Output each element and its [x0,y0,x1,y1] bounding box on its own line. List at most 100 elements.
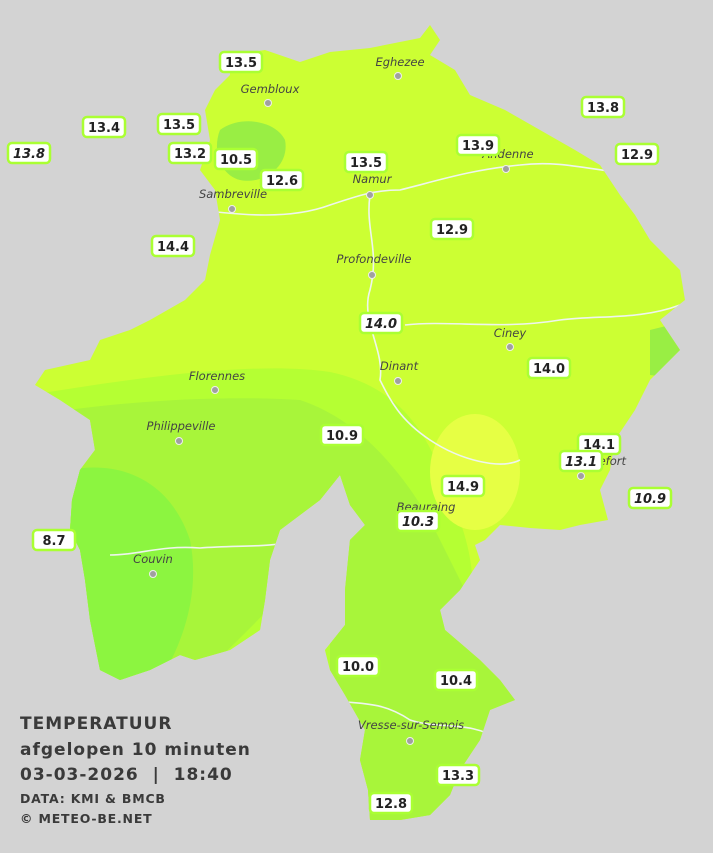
station-temp: 10.0 [342,660,374,675]
station-temp: 13.3 [442,769,474,784]
station: 10.3 [395,509,441,533]
station: 12.9 [614,142,660,166]
station-temp: 14.4 [157,240,189,255]
station: 12.9 [429,217,475,241]
station-temp: 13.5 [163,118,195,133]
city-dot [502,165,510,173]
station: 14.4 [150,234,196,258]
city-label: Ciney [494,326,527,340]
city-label: Vresse-sur-Semois [358,718,464,732]
station-temp: 10.9 [326,429,358,444]
city-dot [506,343,514,351]
city-label: Couvin [133,552,173,566]
station: 13.8 [580,95,626,119]
station-box [6,141,52,165]
station-box [368,791,414,815]
city-dot [394,377,402,385]
station: 13.5 [156,112,202,136]
station-temp: 13.5 [350,156,382,171]
station-box [335,654,381,678]
city-dot [577,472,585,480]
station: 10.9 [319,423,365,447]
legend-timestamp: 03-03-2026 | 18:40 [20,765,233,785]
city-label: Gembloux [241,82,300,96]
station: 13.8 [6,141,52,165]
city-label: Namur [353,172,393,186]
station-box [358,311,404,335]
station-box [627,486,673,510]
city-dot [149,570,157,578]
city-label: Sambreville [199,187,267,201]
station: 12.6 [259,168,305,192]
station: 10.0 [335,654,381,678]
station-temp: 13.8 [13,147,45,162]
station-box [31,528,77,552]
station-box [580,95,626,119]
station: 14.9 [440,474,486,498]
station: 13.2 [167,141,213,165]
station: 13.9 [455,133,501,157]
station-box [526,356,572,380]
station-box [167,141,213,165]
city-dot [264,99,272,107]
city-label: Philippeville [147,419,216,433]
station-temp: 12.6 [266,174,298,189]
station-temp: 13.9 [462,139,494,154]
station: 8.7 [31,528,77,552]
city-dot [406,737,414,745]
station: 10.5 [213,147,259,171]
station: 14.1 [576,432,622,456]
station-box [343,150,389,174]
station-temp: 13.8 [587,101,619,116]
station-box [218,50,264,74]
station-temp: 12.9 [436,223,468,238]
station: 13.4 [81,115,127,139]
station-temp: 13.4 [88,121,120,136]
station-box [614,142,660,166]
station-temp: 8.7 [42,534,65,549]
station: 13.3 [435,763,481,787]
station-box [319,423,365,447]
station-box [435,763,481,787]
legend-source: DATA: KMI & BMCB [20,791,166,806]
station-box [558,449,604,473]
station-temp: 10.5 [220,153,252,168]
rivers [109,162,681,741]
legend-subtitle: afgelopen 10 minuten [20,740,251,760]
city-label: Florennes [189,369,245,383]
station-box [213,147,259,171]
station-temp: 10.3 [402,515,434,530]
station-temp: 14.1 [583,438,615,453]
station-temp: 12.8 [375,797,407,812]
station-temp: 13.2 [174,147,206,162]
station-temp: 14.0 [533,362,565,377]
station-temp: 14.0 [365,317,397,332]
station-box [156,112,202,136]
station-temp: 13.5 [225,56,257,71]
station-temp: 10.4 [440,674,472,689]
station-temp: 10.9 [634,492,666,507]
station: 14.0 [358,311,404,335]
station: 13.1 [558,449,604,473]
station-box [429,217,475,241]
station-box [440,474,486,498]
city-dot [175,437,183,445]
legend: TEMPERATUUR afgelopen 10 minuten 03-03-2… [20,714,251,826]
station-box [150,234,196,258]
station: 13.5 [343,150,389,174]
station-box [81,115,127,139]
city-dot [211,386,219,394]
station-temp: 13.1 [565,455,597,470]
station: 10.4 [433,668,479,692]
station: 12.8 [368,791,414,815]
station-temp: 14.9 [447,480,479,495]
city-dot [228,205,236,213]
station-box [259,168,305,192]
station-temp: 12.9 [621,148,653,163]
station-box [433,668,479,692]
city-dot [368,271,376,279]
station-box [395,509,441,533]
city-label: Profondeville [337,252,412,266]
city-dot [366,191,374,199]
